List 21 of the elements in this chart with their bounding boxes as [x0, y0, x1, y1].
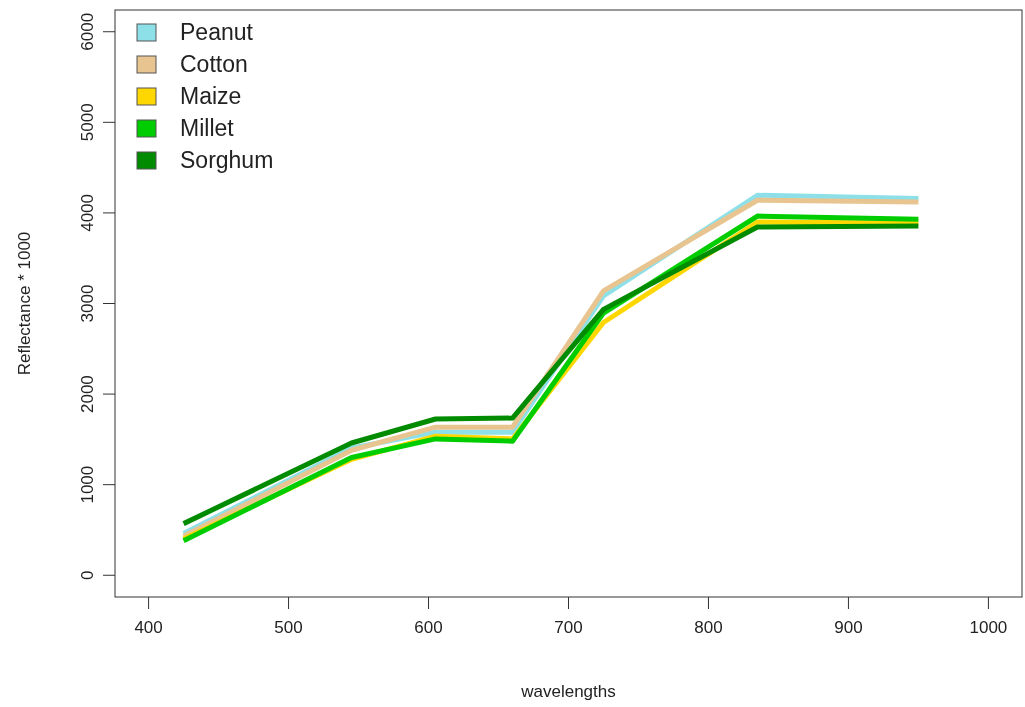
y-tick-label: 5000	[78, 103, 97, 142]
y-tick-label: 4000	[78, 194, 97, 232]
x-tick-label: 600	[414, 618, 443, 637]
y-tick-label: 3000	[78, 284, 97, 323]
y-tick-label: 6000	[78, 12, 97, 51]
legend-label: Maize	[180, 83, 242, 109]
y-tick-label: 1000	[78, 465, 97, 504]
legend-label: Sorghum	[180, 147, 274, 173]
y-tick-label: 2000	[78, 375, 97, 413]
x-tick-label: 500	[274, 618, 303, 637]
x-tick-label: 1000	[969, 618, 1008, 637]
y-tick-label: 0	[78, 570, 97, 580]
legend-label: Millet	[180, 115, 235, 141]
legend-label: Peanut	[180, 19, 254, 45]
x-tick-label: 700	[554, 618, 583, 637]
x-axis-title: wavelengths	[520, 682, 616, 701]
x-tick-label: 800	[694, 618, 723, 637]
legend-label: Cotton	[180, 51, 248, 77]
x-tick-label: 900	[834, 618, 863, 637]
y-axis-title: Reflectance * 1000	[15, 231, 34, 376]
x-tick-label: 400	[134, 618, 163, 637]
